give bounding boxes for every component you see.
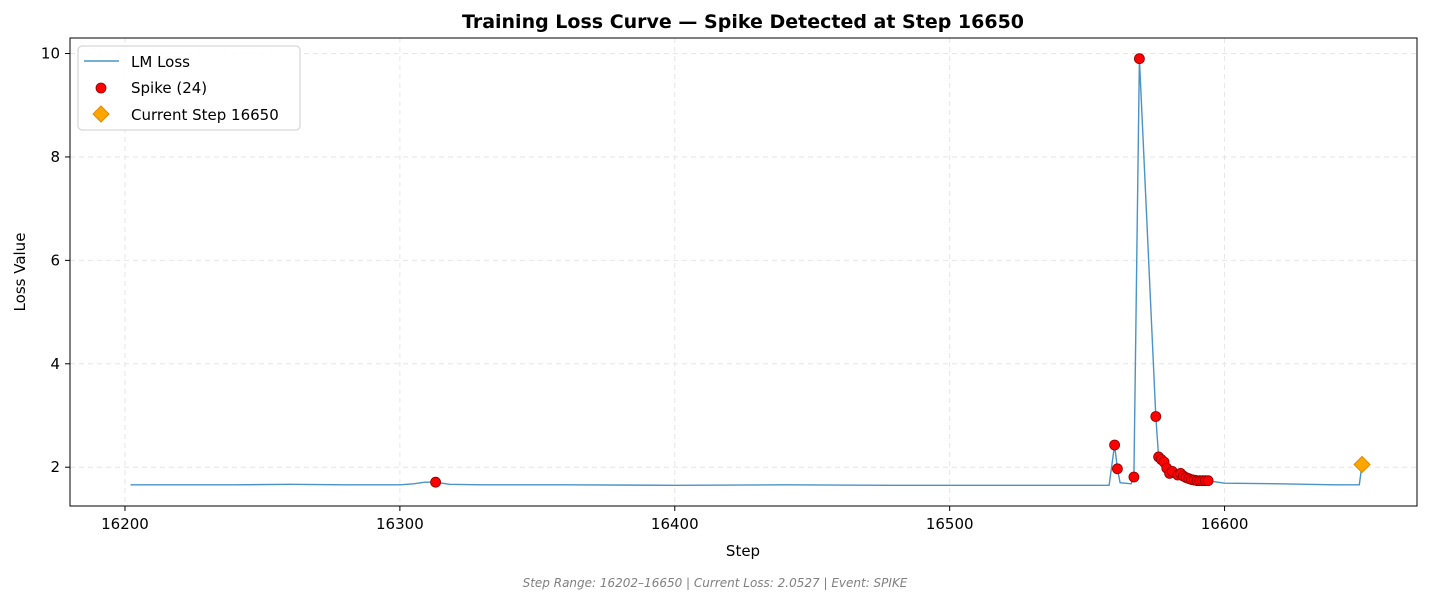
chart-title: Training Loss Curve — Spike Detected at … [462, 11, 1024, 33]
current-step-point [1353, 455, 1371, 474]
legend-spike-swatch [95, 82, 107, 94]
x-axis-label: Step [726, 542, 760, 560]
legend-label-spike: Spike (24) [131, 79, 207, 97]
y-axis-label: Loss Value [11, 233, 29, 312]
spike-point [1134, 53, 1145, 65]
y-tick-label: 8 [50, 148, 60, 166]
x-tick-label: 16200 [101, 515, 149, 533]
footer-summary: Step Range: 16202–16650 | Current Loss: … [523, 576, 908, 590]
legend-label-lm-loss: LM Loss [131, 53, 190, 71]
y-tick-label: 10 [41, 45, 60, 63]
axis-ticks: 16200 16300 16400 16500 16600 2 4 6 8 10 [41, 45, 1249, 533]
x-tick-label: 16300 [376, 515, 424, 533]
plot-area [69, 37, 1418, 507]
spike-point [1150, 411, 1162, 422]
y-tick-label: 6 [50, 251, 60, 269]
current-step-marker [1353, 455, 1371, 474]
spike-point [1109, 439, 1120, 451]
x-tick-label: 16500 [926, 515, 974, 533]
y-tick-label: 2 [50, 458, 60, 476]
spike-point [1128, 471, 1140, 483]
legend-current-swatch [92, 105, 110, 123]
spike-point [1112, 463, 1123, 475]
legend-box [77, 45, 301, 131]
legend: LM Loss Spike (24) Current Step 16650 [77, 45, 301, 131]
legend-label-current: Current Step 16650 [131, 106, 279, 124]
x-tick-label: 16400 [651, 515, 699, 533]
data-layer [130, 53, 1371, 488]
grid-lines [70, 38, 1417, 506]
y-tick-label: 4 [50, 355, 60, 373]
series-line-lm-loss [130, 58, 1363, 487]
spike-point [1202, 475, 1214, 487]
x-tick-label: 16600 [1201, 515, 1249, 533]
spike-point [430, 476, 442, 488]
spike-markers [430, 53, 1214, 488]
